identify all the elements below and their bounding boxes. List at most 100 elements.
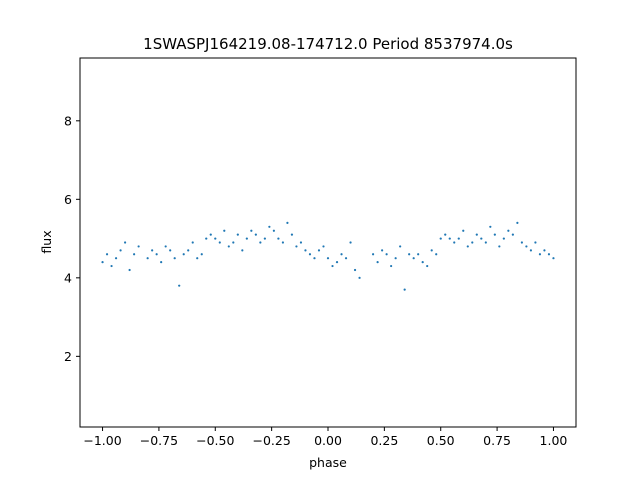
data-point bbox=[399, 245, 402, 248]
data-point bbox=[191, 241, 194, 244]
data-point bbox=[466, 245, 469, 248]
data-point bbox=[543, 249, 546, 252]
data-point bbox=[403, 288, 406, 291]
data-point bbox=[457, 237, 460, 240]
data-point bbox=[236, 233, 239, 236]
data-point bbox=[272, 229, 275, 232]
data-point bbox=[344, 257, 348, 260]
data-point bbox=[187, 249, 190, 252]
data-point bbox=[394, 257, 397, 260]
data-point bbox=[232, 241, 235, 244]
data-point bbox=[259, 241, 262, 244]
data-point bbox=[426, 264, 429, 268]
data-point bbox=[552, 257, 555, 260]
data-point bbox=[371, 253, 375, 256]
data-point bbox=[290, 233, 294, 236]
data-point bbox=[241, 249, 244, 252]
data-point bbox=[547, 253, 551, 256]
data-point bbox=[268, 225, 271, 228]
data-point bbox=[205, 237, 208, 240]
chart-title: 1SWASPJ164219.08-174712.0 Period 8537974… bbox=[143, 35, 513, 53]
data-point bbox=[114, 257, 118, 260]
data-point bbox=[493, 233, 496, 236]
data-point bbox=[439, 237, 442, 240]
data-point bbox=[444, 233, 447, 236]
data-point bbox=[105, 253, 109, 256]
data-point bbox=[335, 261, 339, 264]
data-point bbox=[151, 249, 154, 252]
data-point bbox=[421, 261, 424, 264]
data-point bbox=[110, 264, 113, 268]
data-point bbox=[281, 241, 285, 244]
y-tick-label: 8 bbox=[64, 113, 72, 128]
data-point bbox=[164, 245, 167, 248]
data-point bbox=[200, 253, 203, 256]
data-point bbox=[227, 245, 230, 248]
data-point bbox=[155, 253, 158, 256]
data-point bbox=[254, 233, 257, 236]
data-point bbox=[196, 257, 199, 260]
data-point bbox=[498, 245, 501, 248]
data-point bbox=[277, 237, 280, 240]
x-tick-label: −0.75 bbox=[140, 433, 178, 448]
data-point bbox=[286, 221, 289, 224]
data-point bbox=[317, 249, 321, 252]
data-point bbox=[520, 241, 523, 244]
data-point bbox=[534, 241, 537, 244]
data-point bbox=[250, 229, 253, 232]
data-point bbox=[525, 245, 528, 248]
data-point bbox=[119, 249, 122, 252]
data-point bbox=[489, 225, 492, 228]
data-point bbox=[101, 261, 104, 264]
data-point bbox=[507, 229, 510, 232]
data-point bbox=[173, 257, 176, 260]
data-point bbox=[511, 233, 514, 236]
data-point bbox=[453, 241, 456, 244]
data-point bbox=[516, 221, 519, 224]
data-point bbox=[128, 268, 131, 272]
y-tick-label: 2 bbox=[64, 349, 72, 364]
data-point bbox=[448, 237, 451, 240]
x-tick-label: 0.25 bbox=[370, 433, 398, 448]
data-point bbox=[308, 253, 312, 256]
data-point bbox=[340, 253, 343, 256]
data-point bbox=[133, 253, 136, 256]
data-point bbox=[313, 257, 316, 260]
x-tick-label: 1.00 bbox=[540, 433, 568, 448]
data-point bbox=[214, 237, 217, 240]
x-tick-label: −0.25 bbox=[252, 433, 290, 448]
data-point bbox=[295, 245, 298, 248]
data-point bbox=[209, 233, 212, 236]
data-point bbox=[385, 253, 388, 256]
data-point bbox=[538, 253, 542, 256]
data-point bbox=[178, 284, 181, 287]
y-tick-label: 6 bbox=[64, 192, 72, 207]
y-axis-label: flux bbox=[39, 230, 54, 253]
x-tick-label: −1.00 bbox=[83, 433, 121, 448]
data-point bbox=[475, 233, 478, 236]
x-tick-label: −0.50 bbox=[196, 433, 234, 448]
x-axis: −1.00 −0.75 −0.50 −0.25 0.00 0.25 0.50 0.75 1.00 bbox=[83, 427, 567, 448]
data-point bbox=[480, 237, 483, 240]
data-point bbox=[245, 237, 248, 240]
x-tick-label: 0.50 bbox=[427, 433, 455, 448]
data-point bbox=[169, 249, 172, 252]
data-point bbox=[263, 237, 266, 240]
data-point bbox=[304, 249, 307, 252]
x-tick-label: 0.75 bbox=[483, 433, 511, 448]
data-point bbox=[435, 253, 438, 256]
data-point bbox=[376, 261, 379, 264]
data-point bbox=[123, 241, 127, 244]
data-point bbox=[326, 257, 330, 260]
data-point bbox=[349, 241, 352, 244]
data-point bbox=[484, 241, 487, 244]
data-point bbox=[430, 249, 433, 252]
data-point bbox=[390, 264, 393, 268]
data-points bbox=[101, 221, 555, 291]
x-axis-label: phase bbox=[309, 455, 347, 470]
data-point bbox=[381, 249, 384, 252]
data-point bbox=[412, 257, 415, 260]
data-point bbox=[146, 257, 149, 260]
data-point bbox=[471, 241, 474, 244]
